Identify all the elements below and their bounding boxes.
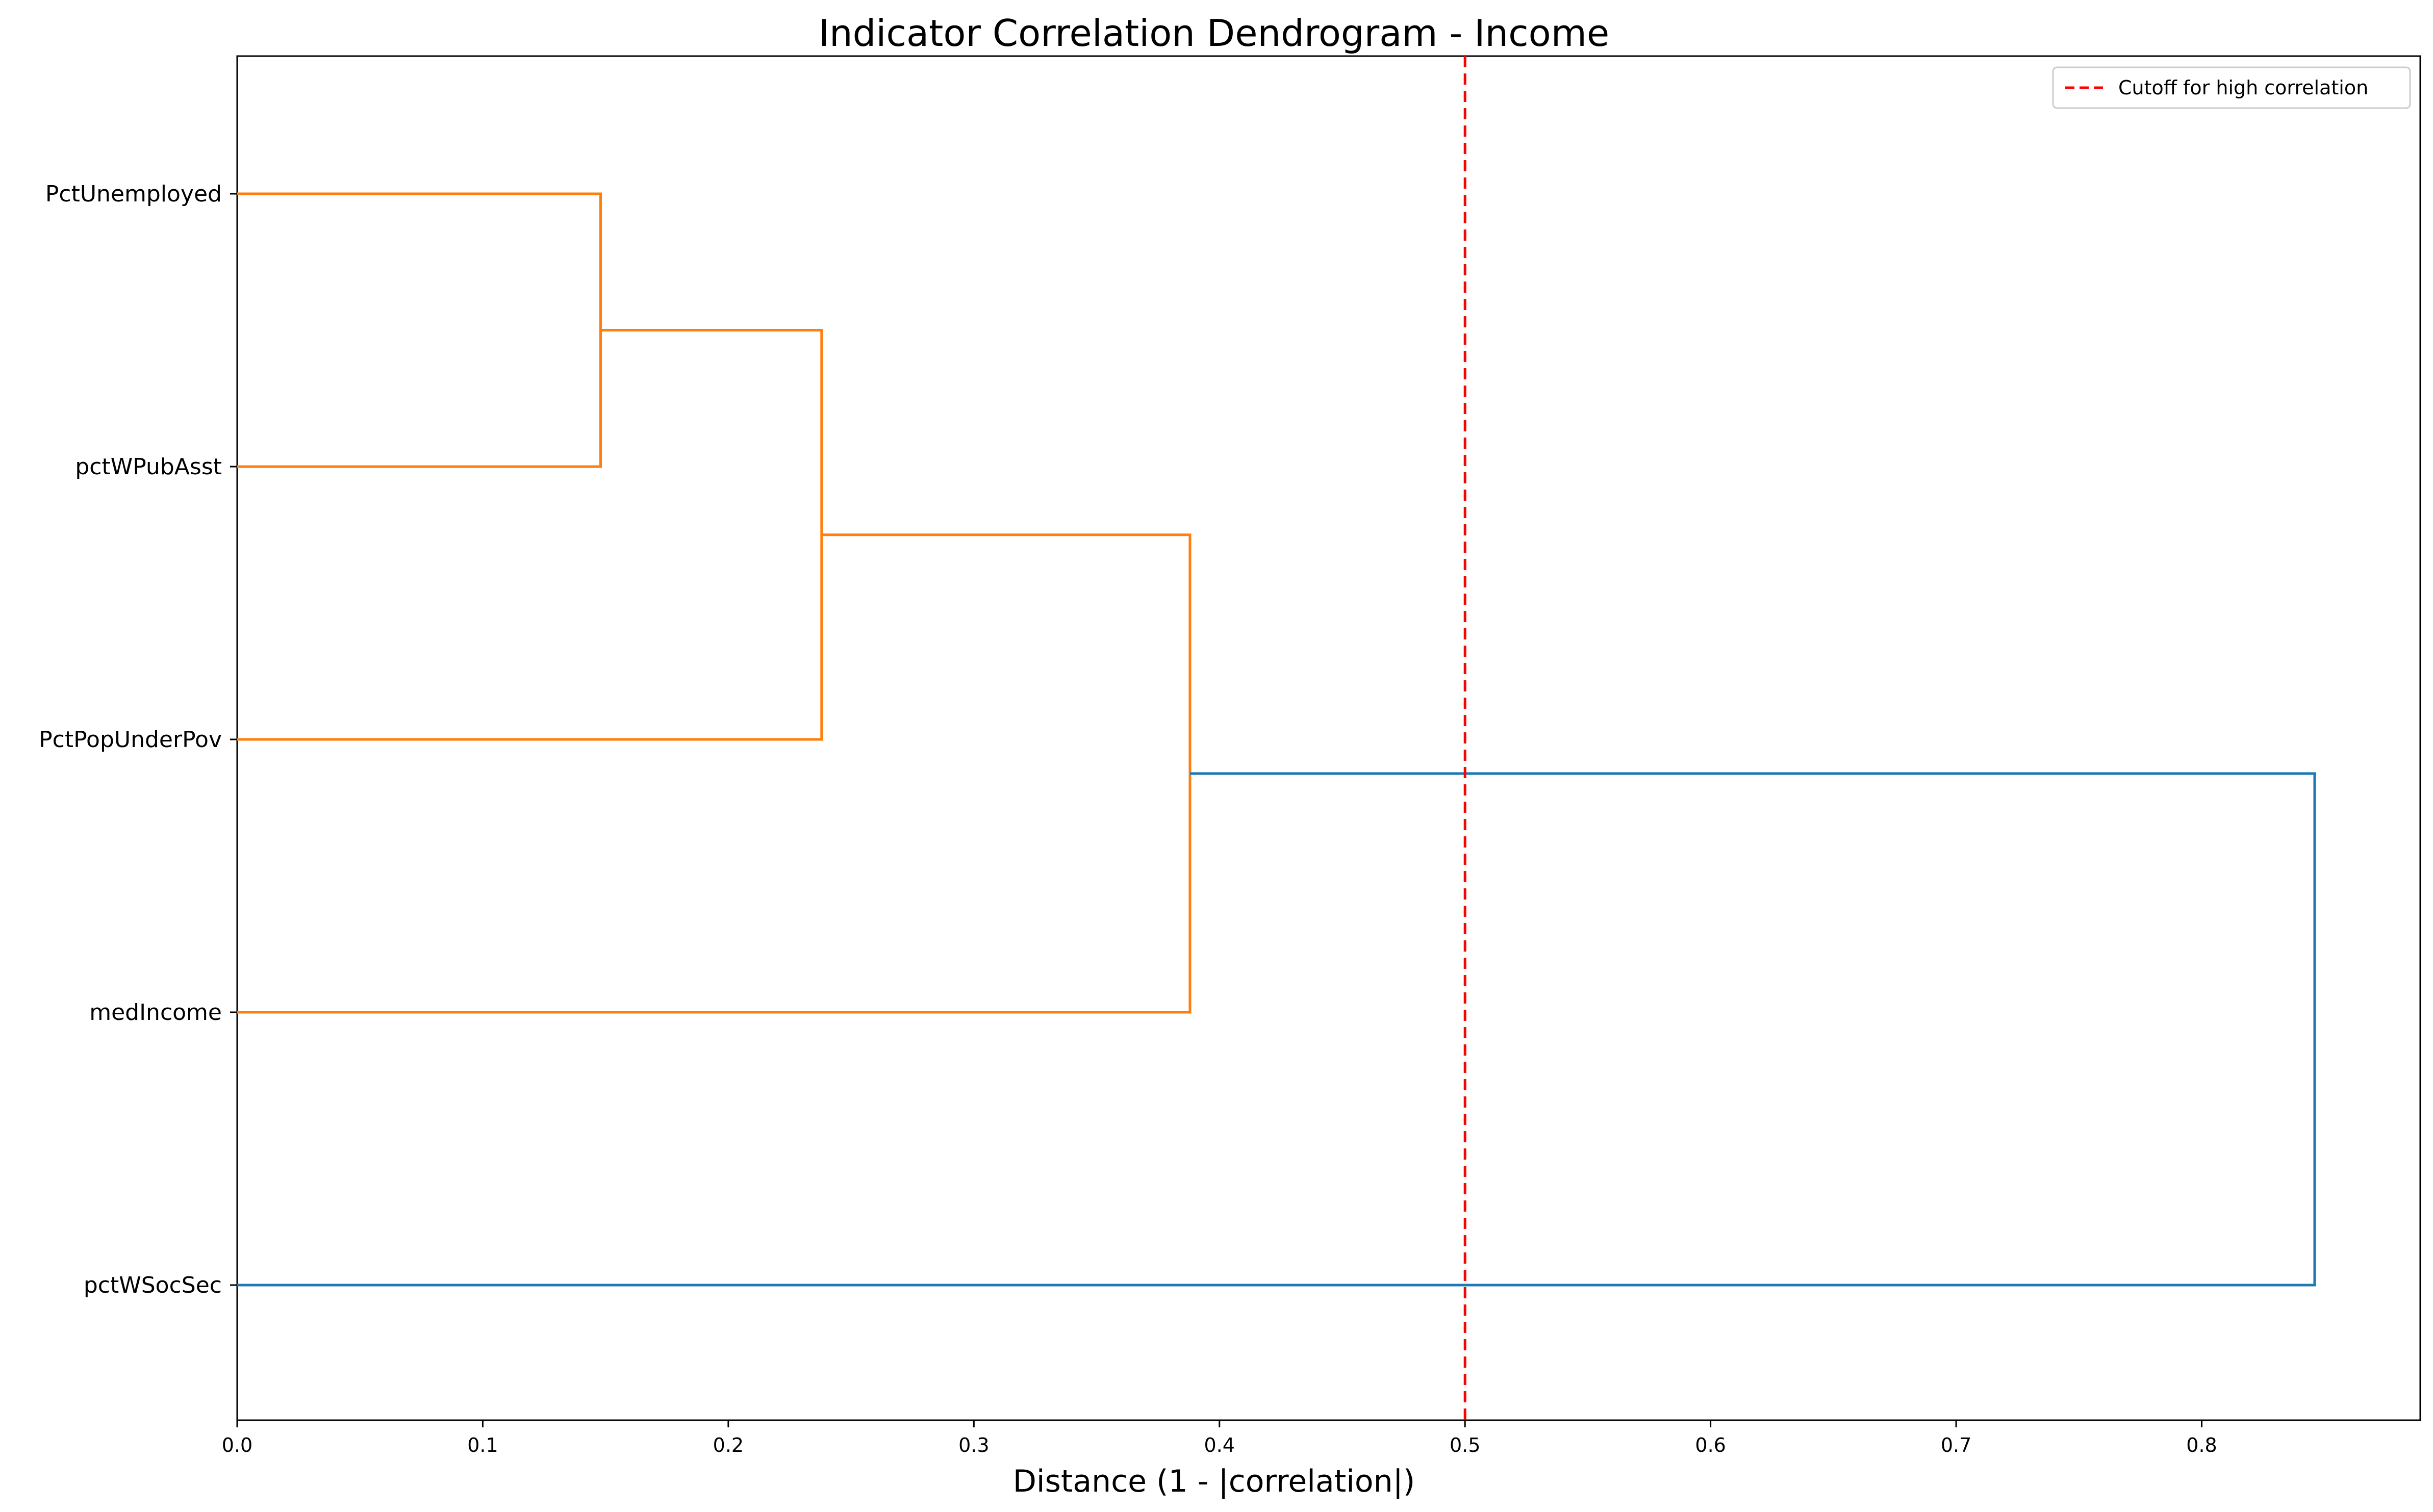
legend-box bbox=[2052, 66, 2411, 109]
x-tick-label: 0.5 bbox=[1450, 1434, 1480, 1456]
x-tick-label: 0.1 bbox=[467, 1434, 498, 1456]
leaf-label: pctWPubAsst bbox=[75, 454, 222, 480]
x-tick-label: 0.4 bbox=[1204, 1434, 1235, 1456]
plot-area: PctUnemployed pctWPubAsst PctPopUnderPov me… bbox=[39, 55, 2421, 1456]
leaf-label: PctPopUnderPov bbox=[39, 727, 222, 753]
dendrogram-link-4 bbox=[237, 772, 2316, 1287]
x-tick-label: 0.3 bbox=[958, 1434, 989, 1456]
x-tick-label: 0.0 bbox=[222, 1434, 252, 1456]
x-tick-label: 0.7 bbox=[1941, 1434, 1971, 1456]
leaf-label: pctWSocSec bbox=[84, 1272, 222, 1298]
dendrogram-link-3 bbox=[237, 533, 1192, 1014]
x-axis-label: Distance (1 - |correlation|) bbox=[1013, 1464, 1415, 1499]
chart-title: Indicator Correlation Dendrogram - Incom… bbox=[819, 12, 1609, 55]
legend-label-cutoff: Cutoff for high correlation bbox=[2118, 76, 2368, 99]
dendrogram-link-1 bbox=[237, 192, 602, 468]
dendrogram-link-2 bbox=[237, 329, 823, 741]
leaf-label: PctUnemployed bbox=[45, 181, 222, 207]
x-tick-label: 0.2 bbox=[713, 1434, 744, 1456]
x-tick-label: 0.6 bbox=[1695, 1434, 1726, 1456]
leaf-label: medIncome bbox=[89, 1000, 222, 1026]
x-tick-label: 0.8 bbox=[2186, 1434, 2217, 1456]
